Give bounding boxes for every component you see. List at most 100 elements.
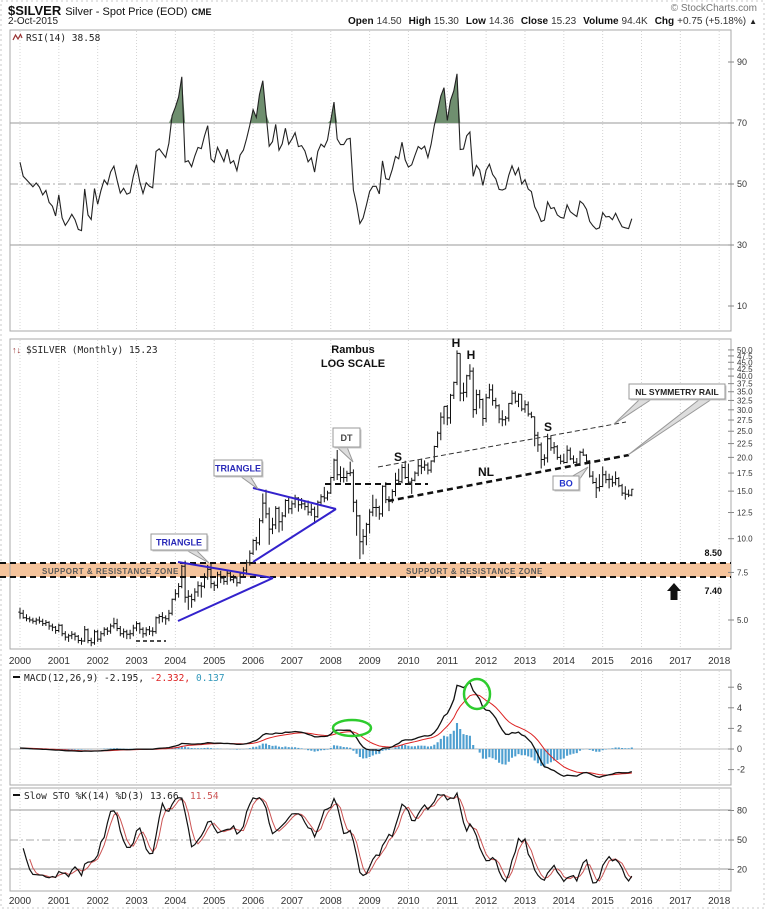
year-label-bottom: 2010 [397,896,420,907]
axis-tick-label: 45.0 [737,358,753,367]
quote-value: 94.4K [621,16,648,27]
quote-value: 15.30 [433,16,459,27]
rsi-icon [12,33,23,41]
year-label-bottom: 2008 [320,896,343,907]
rsi-panel-border [9,29,732,332]
axis-tick-label: 30 [737,240,747,250]
year-label-bottom: 2002 [87,896,110,907]
trend-line [252,508,337,563]
axis-tick-label: 50 [737,835,747,845]
trend-line [377,421,627,468]
rsi-overbought-fill [20,73,632,123]
axis-tick-label: 5.0 [737,616,749,625]
year-label-bottom: 2017 [669,896,692,907]
year-label-bottom: 2000 [9,896,32,907]
sto-name: Slow STO %K(14) %D(3) [24,791,144,802]
year-label-top: 2005 [203,656,226,667]
axis-tick-label: 30.0 [737,406,753,415]
sto-d-line [29,794,633,882]
sto-k-line [22,791,633,884]
grid-layer [19,31,720,890]
rsi-label: RSI(14) 38.58 [26,33,101,44]
macd-legend: MACD(12,26,9) -2.195, -2.332, 0.137 [13,673,225,684]
axes-layer: 2000200020012001200220022003200320042004… [9,57,753,907]
up-arrow [667,583,681,600]
quote-label: Low [465,16,486,27]
callout-text: TRIANGLE [215,464,261,474]
pattern-letter: H [467,348,476,362]
axis-tick-label: 22.5 [737,440,753,449]
year-label-bottom: 2004 [164,896,187,907]
year-label-top: 2006 [242,656,265,667]
axis-tick-label: 17.5 [737,469,753,478]
callout-tail [627,398,714,456]
quote-date: 2-Oct-2015 [8,16,59,27]
axis-tick-label: 27.5 [737,416,753,425]
quote-label: Chg [654,16,675,27]
trend-line [387,453,630,503]
year-label-top: 2000 [9,656,32,667]
year-label-top: 2008 [320,656,343,667]
year-label-bottom: 2001 [48,896,71,907]
exchange: CME [191,7,212,17]
pattern-letter: NL [478,465,494,479]
axis-tick-label: 10 [737,301,747,311]
quote-label: Volume [583,16,619,27]
watermark-line2: LOG SCALE [321,358,385,370]
sto-legend: Slow STO %K(14) %D(3) 13.66, 11.54 [13,791,219,802]
pattern-letter: S [394,450,402,464]
watermark-line1: Rambus [331,344,374,356]
quote-value: +0.75 (+5.18%) [677,16,747,27]
year-label-top: 2013 [514,656,537,667]
callout-text: BO [559,479,573,489]
axis-tick-label: 25.0 [737,427,753,436]
axis-tick-label: 7.5 [737,568,749,577]
axis-tick-label: 35.0 [737,388,753,397]
year-label-bottom: 2003 [125,896,148,907]
callout: TRIANGLE [213,459,264,490]
macd-value: -2.195, [104,673,144,684]
green-circle-annotation [331,718,373,738]
year-label-bottom: 2016 [630,896,653,907]
callout: DT [332,427,362,463]
zone-top-price: 8.50 [704,548,722,558]
rsi-plot [19,73,633,232]
callout-tail [335,446,354,463]
quote-value: 14.50 [376,16,402,27]
sto-plot [22,791,633,884]
price-plot [18,350,634,647]
callout-text: DT [341,433,353,443]
year-label-bottom: 2014 [553,896,576,907]
green-circle-annotation [462,677,492,711]
quote-label: Open [348,16,374,27]
callout-box [552,475,580,491]
price-label: $SILVER (Monthly) 15.23 [26,345,158,356]
year-label-top: 2002 [87,656,110,667]
change-direction-icon: ▲ [749,17,757,26]
price-bars [18,350,634,647]
year-label-top: 2018 [708,656,731,667]
axis-tick-label: 80 [737,806,747,816]
axis-tick-label: 2 [737,723,742,733]
axis-tick-label: 70 [737,118,747,128]
year-label-bottom: 2018 [708,896,731,907]
quote-row: Open 14.50 High 15.30 Low 14.36 Close 15.23 Volu… [341,16,757,27]
callout-box [150,533,208,551]
axis-tick-label: 10.0 [737,535,753,544]
year-label-bottom: 2012 [475,896,498,907]
chart-header: $SILVER Silver - Spot Price (EOD) CME © St… [0,0,765,30]
year-label-bottom: 2006 [242,896,265,907]
trend-line [252,487,337,510]
axis-tick-label: -2 [737,765,745,775]
axis-tick-label: 12.5 [737,509,753,518]
macd-signal-value: -2.332, [150,673,190,684]
axis-tick-label: 20.0 [737,453,753,462]
year-label-bottom: 2009 [358,896,381,907]
zone-bottom-price: 7.40 [704,586,722,596]
callout-tail [238,475,259,490]
annotation-layer: SUPPORT & RESISTANCE ZONE SUPPORT & RESIS… [0,336,731,738]
axis-tick-label: 37.5 [737,380,753,389]
year-label-top: 2010 [397,656,420,667]
